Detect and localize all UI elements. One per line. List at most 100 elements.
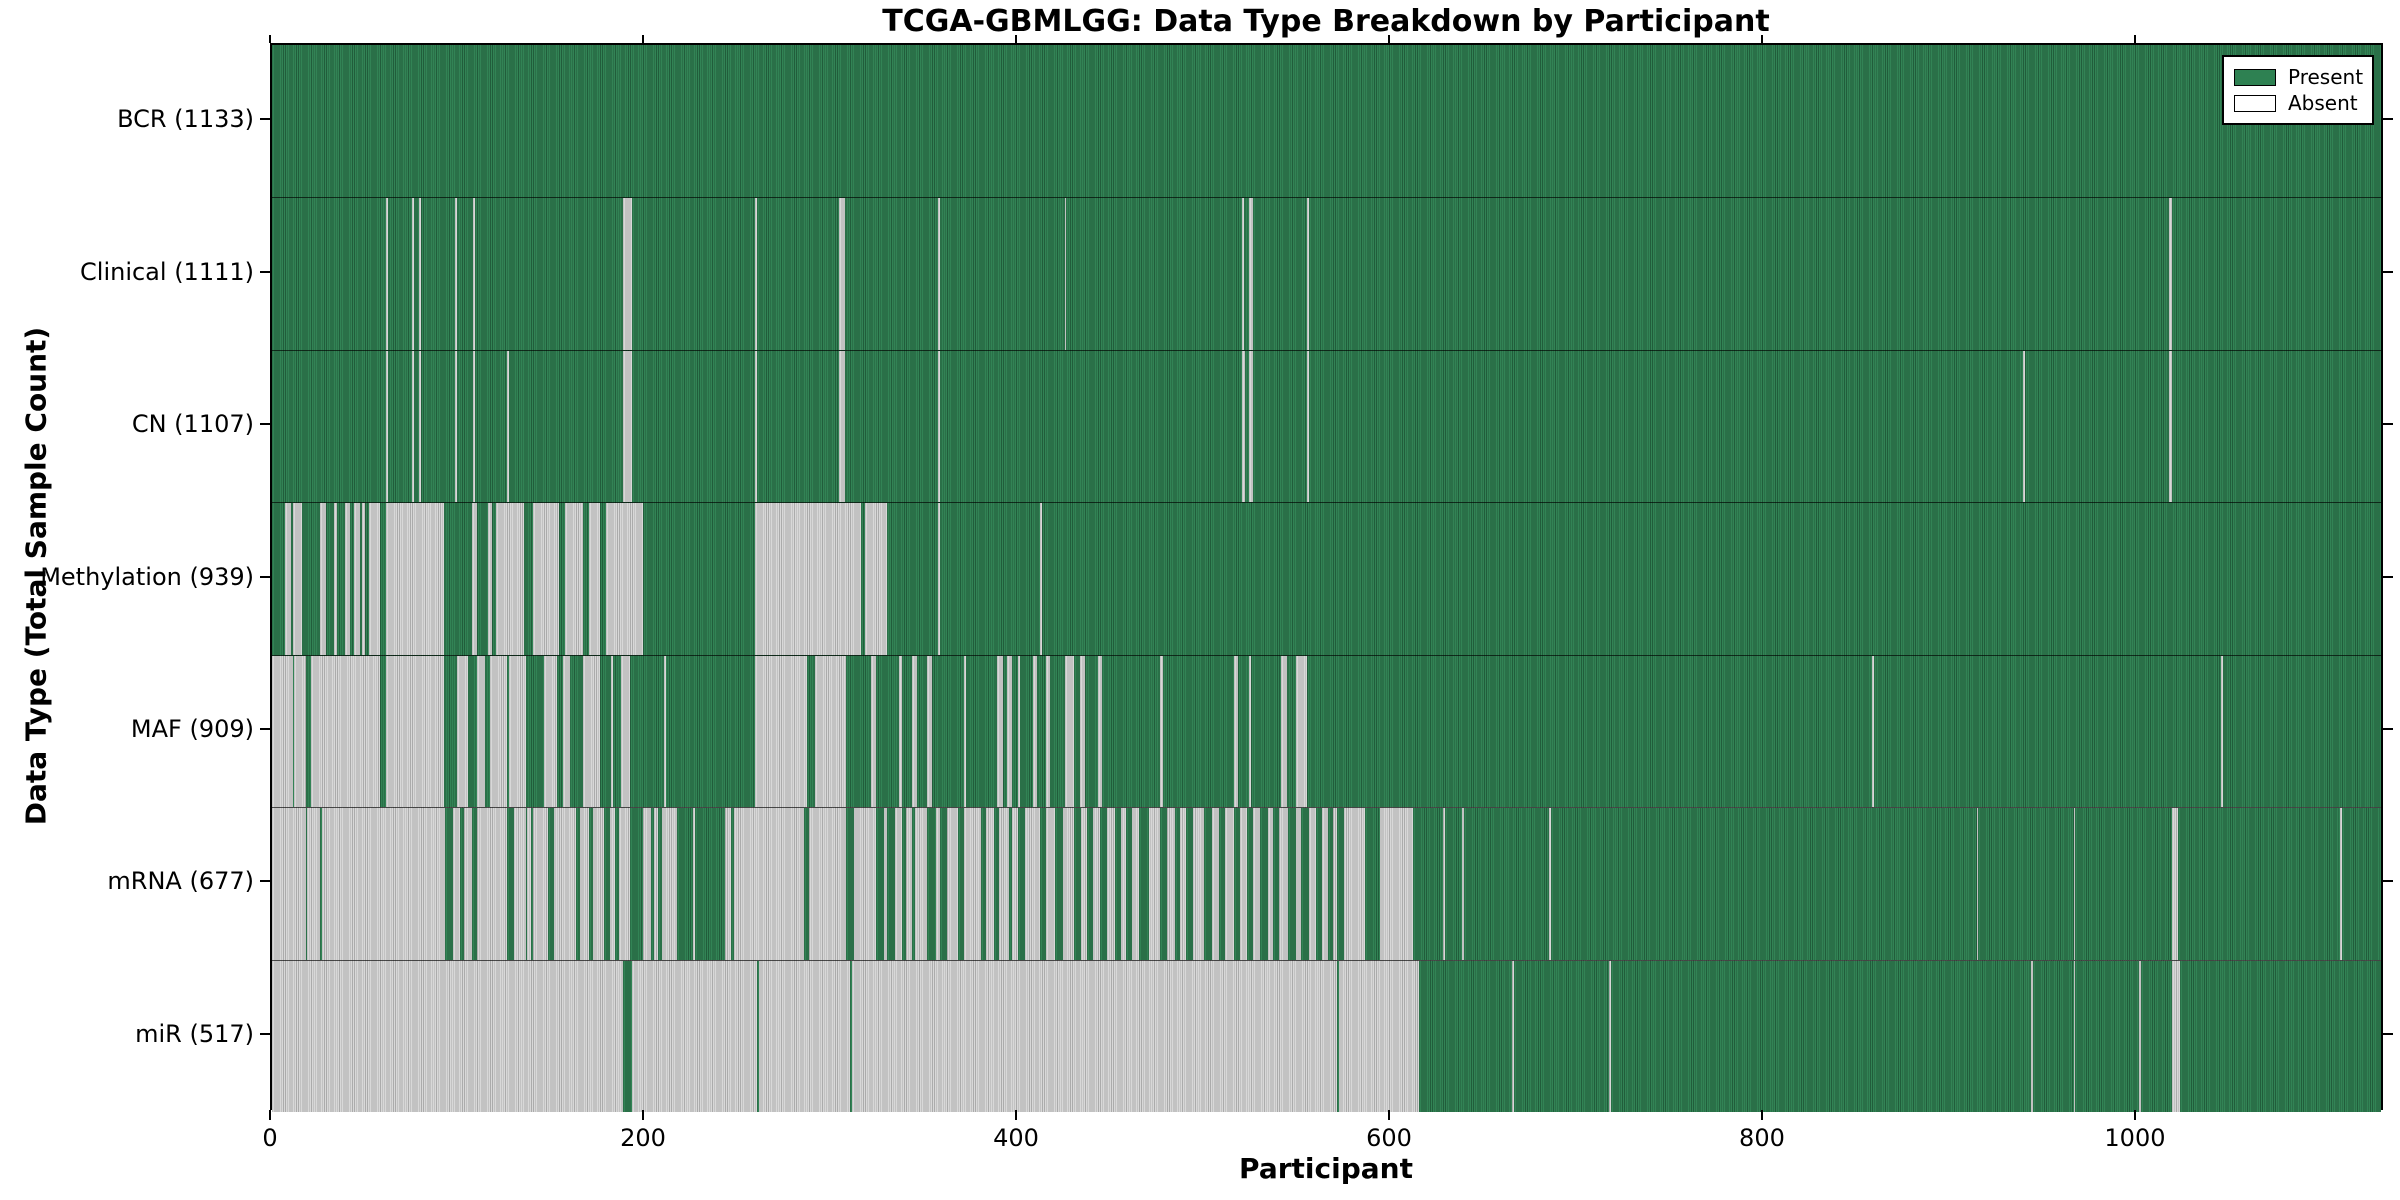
y-tick-label-mir: miR (517): [135, 1019, 254, 1048]
absent-segment: [1079, 655, 1086, 808]
absent-segment: [419, 350, 422, 503]
present-segment: [2075, 808, 2173, 960]
absent-segment: [333, 503, 338, 655]
absent-segment: [411, 198, 414, 350]
x-tick-bottom: [1387, 1110, 1390, 1120]
absent-segment: [562, 655, 571, 808]
absent-segment: [477, 655, 485, 808]
y-tick-label-cn: CN (1107): [131, 410, 254, 439]
absent-segment: [1159, 655, 1164, 808]
y-tick-right: [2383, 423, 2393, 426]
absent-segment: [506, 350, 509, 503]
y-tick-left: [260, 575, 270, 578]
absent-segment: [620, 655, 631, 808]
present-segment: [850, 960, 852, 1112]
absent-segment: [838, 350, 845, 503]
absent-segment: [1006, 655, 1013, 808]
x-tick-top: [1014, 35, 1017, 43]
absent-segment: [605, 503, 644, 655]
absent-segment: [1307, 198, 1309, 350]
absent-segment: [1872, 655, 1874, 808]
x-axis-label: Participant: [1239, 1152, 1413, 1185]
present-segment: [589, 808, 593, 960]
present-segment: [1611, 960, 2031, 1112]
present-segment: [622, 960, 632, 1112]
legend-entry-absent: Absent: [2234, 90, 2362, 116]
absent-segment: [385, 198, 388, 350]
absent-segment: [385, 350, 388, 503]
present-segment: [1288, 808, 1296, 960]
absent-segment: [937, 503, 940, 655]
legend-swatch-absent-icon: [2234, 94, 2276, 112]
absent-segment: [589, 503, 601, 655]
present-segment: [803, 808, 810, 960]
present-segment: [1301, 808, 1309, 960]
absent-segment: [1032, 655, 1037, 808]
absent-segment: [411, 350, 414, 503]
chart-title: TCGA-GBMLGG: Data Type Breakdown by Part…: [882, 4, 1770, 39]
absent-segment: [1234, 655, 1239, 808]
absent-segment: [508, 655, 526, 808]
absent-segment: [1098, 655, 1102, 808]
present-segment: [1017, 808, 1026, 960]
y-tick-label-methylation: Methylation (939): [40, 562, 254, 591]
matrix-row-maf: [272, 654, 2381, 808]
present-segment: [695, 808, 726, 960]
present-segment: [531, 808, 534, 960]
legend-swatch-present-icon: [2234, 68, 2276, 86]
present-segment: [846, 808, 854, 960]
present-segment: [630, 808, 644, 960]
absent-segment: [911, 655, 918, 808]
present-segment: [887, 808, 895, 960]
absent-segment: [1241, 350, 1246, 503]
y-tick-label-bcr: BCR (1133): [117, 105, 254, 134]
absent-segment: [755, 503, 862, 655]
present-segment: [506, 808, 515, 960]
x-tick-bottom: [1760, 1110, 1763, 1120]
absent-segment: [755, 655, 808, 808]
present-segment: [1008, 808, 1013, 960]
absent-segment: [354, 503, 360, 655]
absent-segment: [663, 655, 666, 808]
present-segment: [1551, 808, 1977, 960]
y-tick-right: [2383, 1032, 2393, 1035]
present-segment: [445, 808, 453, 960]
absent-segment: [1249, 350, 1253, 503]
present-segment: [939, 808, 948, 960]
absent-segment: [488, 503, 493, 655]
absent-segment: [368, 503, 381, 655]
matrix-row-methylation: [272, 502, 2381, 655]
present-segment: [1273, 808, 1280, 960]
legend: Present Absent: [2222, 55, 2374, 125]
absent-segment: [454, 350, 457, 503]
present-segment: [1204, 808, 1212, 960]
present-segment: [1073, 808, 1082, 960]
absent-segment: [473, 350, 476, 503]
absent-segment: [611, 655, 614, 808]
absent-segment: [583, 655, 601, 808]
x-tick-label-1000: 1000: [2104, 1124, 2166, 1152]
absent-segment: [495, 503, 524, 655]
legend-label-absent: Absent: [2288, 91, 2358, 115]
present-segment: [460, 808, 465, 960]
x-tick-label-800: 800: [1739, 1124, 1785, 1152]
present-segment: [1445, 808, 1462, 960]
x-tick-top: [641, 35, 644, 43]
present-segment: [1174, 808, 1181, 960]
y-tick-label-maf: MAF (909): [130, 714, 254, 743]
present-segment: [2075, 960, 2139, 1112]
present-segment: [1327, 808, 1334, 960]
present-segment: [1159, 808, 1168, 960]
absent-segment: [1295, 655, 1308, 808]
y-tick-left: [260, 880, 270, 883]
absent-segment: [1280, 655, 1287, 808]
x-tick-bottom: [269, 1110, 271, 1120]
absent-segment: [2023, 350, 2026, 503]
x-tick-bottom: [2133, 1110, 2136, 1120]
present-segment: [1139, 808, 1149, 960]
absent-segment: [2168, 198, 2173, 350]
absent-segment: [454, 198, 457, 350]
y-tick-label-mrna: mRNA (677): [107, 867, 254, 896]
present-segment: [1219, 808, 1225, 960]
